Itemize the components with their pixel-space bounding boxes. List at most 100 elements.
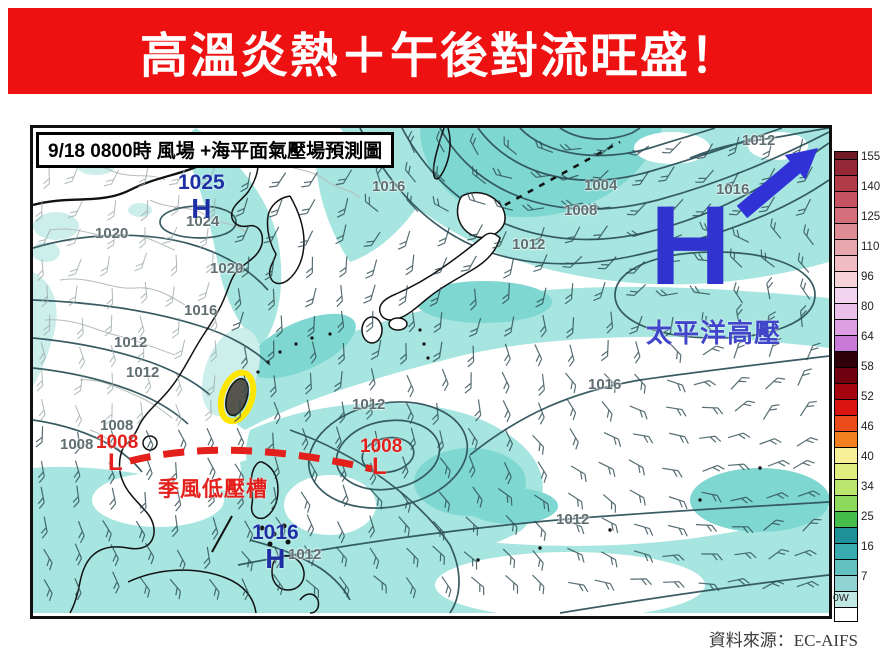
wind-barb (406, 547, 419, 568)
wind-barb (168, 169, 186, 186)
wind-barb (405, 254, 415, 276)
wind-barb (469, 133, 479, 156)
wind-barb (468, 455, 476, 478)
wind-barb (602, 494, 617, 513)
wind-barb (306, 514, 315, 537)
wind-barb (502, 400, 511, 423)
wind-barb (241, 256, 250, 278)
colorbar-segment (835, 319, 857, 335)
wind-barb (803, 224, 814, 246)
wind-barb (503, 136, 518, 156)
contour-label: 1016 (184, 302, 218, 319)
colorbar-segment (835, 607, 857, 621)
wind-barb (364, 193, 379, 212)
colorbar-label: 110 (861, 241, 880, 253)
wind-barb (363, 231, 381, 247)
wind-barb (174, 339, 186, 360)
wind-barb (210, 310, 218, 333)
wind-barb (365, 259, 378, 279)
low-east-value: 1008 (360, 436, 403, 457)
wind-barb (140, 200, 149, 222)
wind-barb (628, 145, 650, 156)
wind-barb (307, 315, 316, 338)
northeast-arrow-icon (736, 148, 818, 219)
wind-barb (603, 373, 617, 393)
colorbar-segment (835, 511, 857, 527)
wind-barb (67, 200, 83, 219)
data-source: 資料來源：EC-AIFS (708, 631, 858, 650)
wind-barb (110, 544, 119, 567)
colorbar-label: 96 (861, 271, 874, 283)
colorbar-segment (835, 479, 857, 495)
wind-barb (594, 579, 615, 591)
wind-barb (729, 248, 743, 268)
map-title-box: 9/18 0800時 風場 +海平面氣壓場預測圖 (36, 132, 395, 168)
wind-barb (628, 459, 645, 476)
wind-barb (664, 198, 684, 212)
wind-barb (732, 526, 754, 534)
wind-barb (768, 337, 782, 357)
wind-barb (233, 400, 241, 423)
wind-barb (305, 579, 320, 598)
contour-label: 1020 (210, 260, 244, 277)
wind-barb (601, 551, 618, 568)
wind-barb (234, 288, 242, 311)
wind-barb (534, 494, 550, 512)
wind-barb (439, 457, 451, 479)
wind-barb (467, 427, 478, 450)
colorbar-label: 58 (861, 361, 874, 373)
wind-barb (797, 368, 812, 386)
wind-barb (399, 343, 407, 365)
wind-barb (630, 578, 652, 586)
wind-barb (368, 515, 376, 538)
wind-barb (171, 317, 180, 339)
wind-barb (467, 224, 483, 241)
wind-barb (666, 406, 687, 417)
wind-barb (175, 403, 182, 427)
wind-barb (432, 520, 445, 541)
wind-barb (657, 256, 681, 264)
wind-barb (468, 317, 482, 338)
wind-barb (629, 405, 648, 420)
wind-barb (465, 516, 479, 536)
wind-barb (145, 458, 153, 481)
wind-barb (564, 283, 574, 305)
wind-barb (301, 428, 309, 451)
colorbar-segment (835, 191, 857, 207)
wind-barb (601, 401, 613, 422)
wind-barb (43, 314, 51, 336)
wind-barb (372, 430, 380, 454)
colorbar-label: 125 (861, 211, 880, 223)
wind-barb (304, 399, 311, 422)
wind-barb (634, 550, 654, 563)
wind-barb (437, 430, 445, 453)
wind-barb (432, 195, 449, 212)
wind-barb (169, 578, 182, 600)
wind-barb (274, 546, 281, 569)
wind-barb (502, 548, 516, 569)
wind-barb (43, 579, 53, 601)
contour-label: 1004 (584, 177, 618, 194)
wind-barb (263, 226, 280, 244)
wind-barb (432, 545, 446, 565)
wind-barb (207, 457, 216, 480)
wind-barb (165, 286, 175, 307)
headline-text: 高溫炎熱＋午後對流旺盛！ (139, 30, 740, 83)
contour-label: 1012 (288, 546, 322, 563)
wind-barb (333, 371, 343, 392)
wind-barb (207, 198, 216, 220)
wind-barb (504, 429, 513, 452)
wind-barb (369, 547, 380, 569)
wind-barb (108, 426, 116, 450)
wind-barb (657, 166, 675, 182)
wind-barb (470, 576, 485, 596)
wind-barb (368, 368, 376, 391)
wind-barb (43, 167, 50, 190)
wind-barb (634, 373, 646, 394)
wind-barb (734, 400, 756, 412)
contour-label: 1020 (95, 225, 129, 242)
wind-barb (106, 200, 117, 221)
wind-barb (533, 254, 548, 273)
wind-barb (535, 287, 547, 308)
